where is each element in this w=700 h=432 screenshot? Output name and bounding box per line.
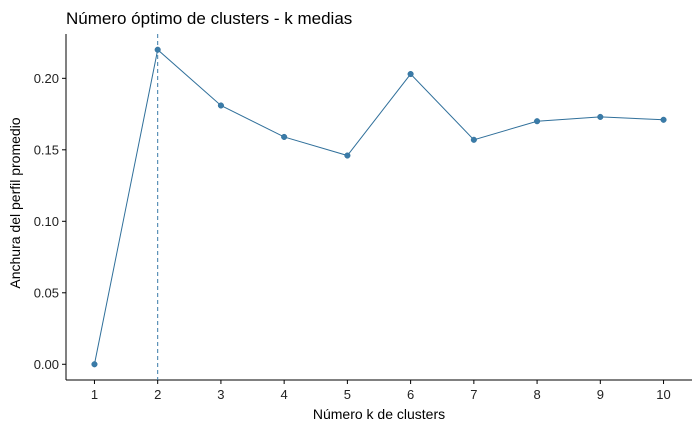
y-axis-title: Anchura del perfil promedio bbox=[7, 117, 23, 288]
y-tick-label: 0.15 bbox=[34, 142, 59, 157]
series-line bbox=[93, 48, 664, 365]
x-tick-label: 7 bbox=[470, 387, 477, 402]
data-point bbox=[154, 46, 161, 53]
data-point bbox=[534, 118, 541, 125]
data-point bbox=[470, 136, 477, 143]
x-tick-label: 1 bbox=[91, 387, 98, 402]
data-point bbox=[91, 361, 98, 368]
data-point bbox=[217, 102, 224, 109]
x-tick-label: 5 bbox=[344, 387, 351, 402]
x-tick-label: 10 bbox=[656, 387, 670, 402]
x-tick-label: 6 bbox=[407, 387, 414, 402]
y-tick-label: 0.00 bbox=[34, 357, 59, 372]
chart-title: Número óptimo de clusters - k medias bbox=[66, 9, 352, 28]
x-tick-label: 4 bbox=[281, 387, 288, 402]
x-tick-label: 8 bbox=[533, 387, 540, 402]
axes: 0.00 0.05 0.10 0.15 0.20 1 2 3 4 5 6 7 8 9 10 bbox=[34, 34, 692, 402]
y-tick-label: 0.10 bbox=[34, 214, 59, 229]
data-point bbox=[597, 113, 604, 120]
data-point bbox=[407, 70, 414, 78]
x-tick-label: 9 bbox=[597, 387, 604, 402]
y-tick-label: 0.05 bbox=[34, 285, 59, 300]
plot-area bbox=[91, 34, 667, 380]
x-tick-label: 2 bbox=[154, 387, 161, 402]
x-axis-title: Número k de clusters bbox=[313, 406, 445, 422]
y-tick-label: 0.20 bbox=[34, 71, 59, 86]
data-point bbox=[344, 152, 351, 159]
data-point bbox=[660, 116, 667, 123]
x-tick-label: 3 bbox=[217, 387, 224, 402]
data-point bbox=[281, 133, 288, 140]
